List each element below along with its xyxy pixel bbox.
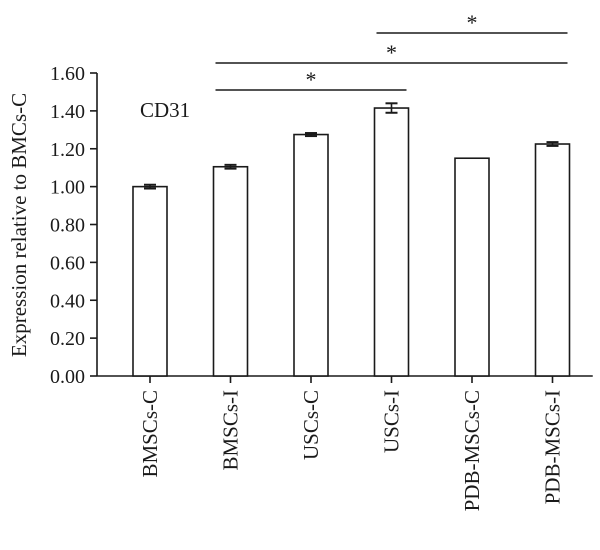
significance-star: * (306, 67, 317, 92)
x-tick-label: USCs-I (380, 390, 404, 453)
bar-uscs-c (293, 133, 329, 377)
x-tick-label: PDB-MSCs-I (541, 390, 565, 504)
bar-bmscs-c (132, 185, 168, 377)
bar-pdb-mscs-i (534, 143, 571, 377)
y-axis: 0.00 0.20 0.40 0.60 0.80 1.00 1.20 1.40 1.60 (50, 63, 98, 388)
x-tick-label: BMSCs-C (138, 390, 162, 478)
y-tick-label: 1.20 (50, 139, 85, 161)
y-tick-label: 1.00 (50, 177, 85, 199)
significance-group: * * * (215, 10, 568, 92)
bar-bmscs-i (212, 165, 249, 377)
y-tick-label: 0.40 (50, 290, 85, 312)
y-tick-label: 1.40 (50, 101, 85, 123)
x-tick-label: BMSCs-I (219, 390, 243, 471)
x-tick-label: USCs-C (299, 390, 323, 460)
y-tick-label: 0.80 (50, 215, 85, 237)
bar-uscs-i (373, 107, 410, 377)
y-tick-label: 1.60 (50, 63, 85, 85)
y-tick-label: 0.20 (50, 328, 85, 350)
chart-annotation: CD31 (140, 98, 190, 122)
bar-pdb-mscs-c (454, 157, 490, 377)
bars-group (132, 102, 571, 377)
x-tick-label: PDB-MSCs-C (460, 390, 484, 511)
significance-star: * (467, 10, 478, 35)
y-axis-label: Expression relative to BMCs-C (7, 93, 31, 357)
y-tick-label: 0.60 (50, 252, 85, 274)
x-axis: BMSCs-C BMSCs-I USCs-C USCs-I PDB-MSCs-C PDB-… (97, 375, 593, 511)
significance-star: * (386, 40, 397, 65)
y-tick-label: 0.00 (50, 366, 85, 388)
